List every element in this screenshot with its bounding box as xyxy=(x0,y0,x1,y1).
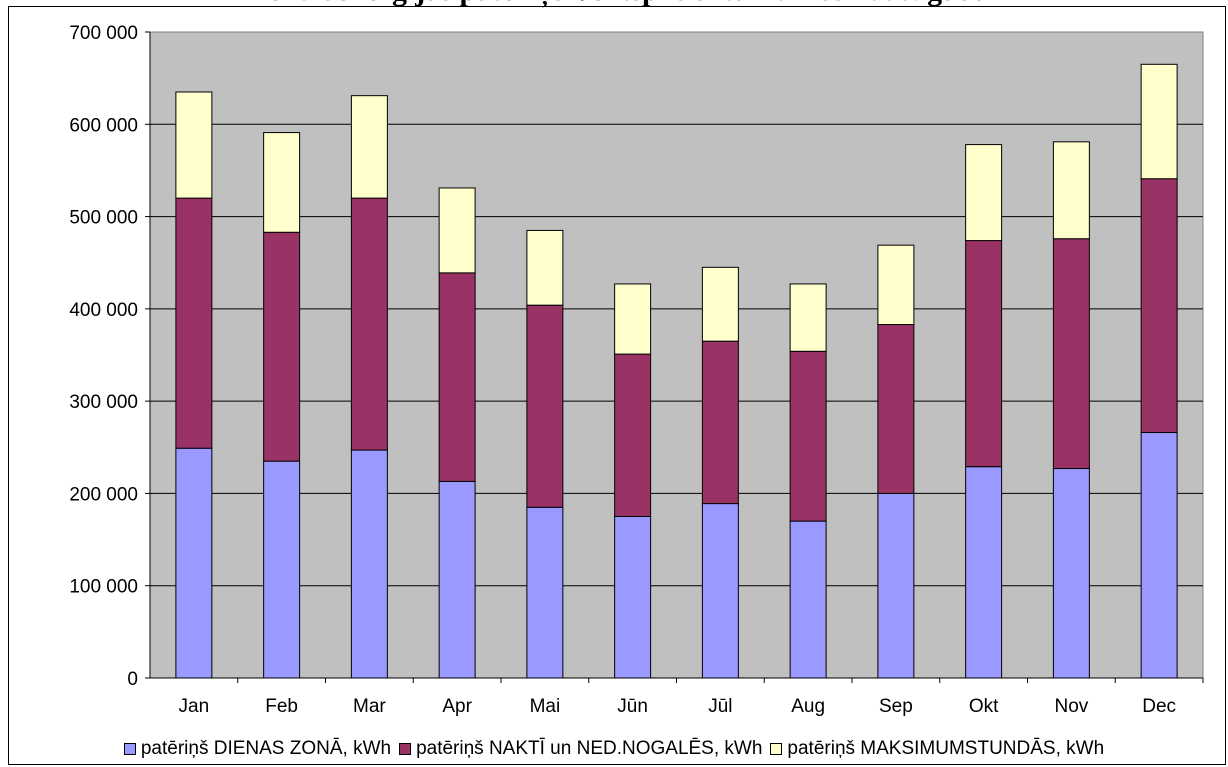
bar-segment-2-sep xyxy=(877,324,915,494)
bar-segment-3-mar xyxy=(350,95,388,199)
bar-segment-1-feb xyxy=(263,460,301,679)
bar-segment-3-sep xyxy=(877,244,915,326)
bar-segment-2-aug xyxy=(789,350,827,522)
y-axis: 0 100 000 200 000 300 000 400 000 500 000 600 … xyxy=(69,23,151,690)
plot-area xyxy=(149,31,1204,679)
bar-segment-2-jūn xyxy=(614,353,652,517)
x-tick-label: Mar xyxy=(353,696,386,717)
bar-segment-1-nov xyxy=(1052,468,1090,679)
legend-item-1: patēriņš DIENAS ZONĀ, kWh xyxy=(123,738,392,760)
legend-item-3: patēriņš MAKSIMUMSTUNDĀS, kWh xyxy=(770,738,1104,760)
y-tick-label: 500 000 xyxy=(69,208,138,229)
x-tick-label: Nov xyxy=(1054,696,1088,717)
bar-segment-1-aug xyxy=(789,520,827,679)
x-tick-label: Feb xyxy=(265,696,298,717)
bar-segment-2-dec xyxy=(1140,178,1178,434)
bar-segment-2-jūl xyxy=(701,340,739,505)
x-axis: Jan Feb Mar Apr Mai Jūn Jūl Aug Sep Okt Nov Dec xyxy=(150,677,1204,717)
bar-segment-1-dec xyxy=(1140,432,1178,679)
bar-segment-3-dec xyxy=(1140,63,1178,180)
legend-swatch xyxy=(399,743,412,755)
bar-segment-2-mar xyxy=(350,197,388,451)
bar-segment-2-okt xyxy=(965,240,1003,468)
gridlines xyxy=(150,123,1203,587)
y-tick-label: 0 xyxy=(127,669,138,690)
x-tick-label: Jan xyxy=(179,696,210,717)
bars xyxy=(175,63,1178,679)
bar-segment-2-jan xyxy=(175,197,213,449)
legend-label: patēriņš NAKTĪ un NED.NOGALĒS, kWh xyxy=(416,738,763,759)
stacked-bar-chart: 0 100 000 200 000 300 000 400 000 500 000 600 … xyxy=(69,23,1204,717)
bar-segment-1-mai xyxy=(526,506,564,679)
x-tick-label: Mai xyxy=(530,696,561,717)
y-tick-label: 700 000 xyxy=(69,23,138,44)
legend: patēriņš DIENAS ZONĀ, kWh patēriņš NAKTĪ … xyxy=(0,736,1228,762)
x-tick-label: Dec xyxy=(1142,696,1176,717)
bar-segment-3-jūl xyxy=(701,266,739,342)
bar-segment-3-jan xyxy=(175,91,213,199)
bar-segment-2-feb xyxy=(263,231,301,462)
bar-segment-1-apr xyxy=(438,480,476,679)
bar-segment-2-apr xyxy=(438,272,476,482)
bar-segment-3-nov xyxy=(1052,141,1090,240)
y-tick-label: 300 000 xyxy=(69,392,138,413)
bar-segment-3-feb xyxy=(263,132,301,233)
bar-segment-3-okt xyxy=(965,144,1003,242)
bar-segment-1-jan xyxy=(175,447,213,679)
x-tick-label: Jūn xyxy=(617,696,648,717)
legend-swatch xyxy=(123,743,136,755)
x-tick-label: Okt xyxy=(969,696,999,717)
bar-segment-2-mai xyxy=(526,304,564,508)
legend-swatch xyxy=(770,743,783,755)
x-tick-label: Aug xyxy=(791,696,825,717)
legend-label: patēriņš MAKSIMUMSTUNDĀS, kWh xyxy=(787,738,1105,759)
y-tick-label: 100 000 xyxy=(69,577,138,598)
bar-segment-1-jūn xyxy=(614,516,652,679)
x-tick-label: Apr xyxy=(442,696,472,717)
bar-segment-3-mai xyxy=(526,229,564,306)
bar-segment-1-okt xyxy=(965,466,1003,679)
x-tick-label: Jūl xyxy=(708,696,732,717)
y-tick-label: 400 000 xyxy=(69,300,138,321)
bar-segment-3-apr xyxy=(438,187,476,274)
bar-segment-1-sep xyxy=(877,492,915,679)
legend-label: patēriņš DIENAS ZONĀ, kWh xyxy=(140,738,392,759)
bar-segment-1-jūl xyxy=(701,503,739,679)
chart-title: Elektroenerģijas patēriņš Ventspils silt… xyxy=(0,0,1228,8)
y-tick-label: 600 000 xyxy=(69,115,138,136)
bar-segment-2-nov xyxy=(1052,238,1090,470)
bar-segment-1-mar xyxy=(350,449,388,679)
legend-item-2: patēriņš NAKTĪ un NED.NOGALĒS, kWh xyxy=(399,738,762,760)
bar-segment-3-jūn xyxy=(614,283,652,355)
bar-segment-3-aug xyxy=(789,283,827,352)
x-tick-label: Sep xyxy=(879,696,913,717)
y-tick-label: 200 000 xyxy=(69,484,138,505)
